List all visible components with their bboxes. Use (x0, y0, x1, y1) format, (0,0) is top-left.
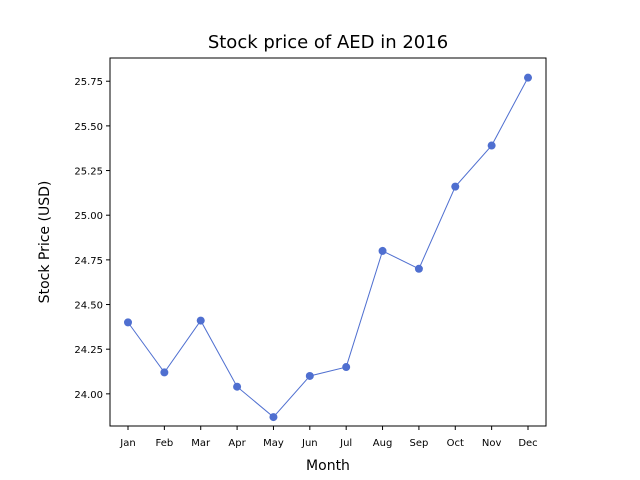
data-point-aug (378, 246, 387, 255)
x-tick-label: Dec (518, 438, 537, 449)
y-axis: 24.00 24.25 24.50 24.75 25.00 25.25 25.50 25.75 (74, 77, 110, 401)
data-point-jun (305, 371, 314, 380)
y-tick-label: 25.00 (74, 211, 103, 222)
chart-title: Stock price of AED in 2016 (208, 32, 448, 53)
y-tick-label: 24.50 (74, 301, 103, 312)
data-point-jan (124, 318, 132, 327)
plot-area-frame (109, 57, 547, 427)
x-tick-label: Nov (482, 438, 502, 449)
data-point-sep (414, 264, 423, 273)
data-point-dec (524, 73, 532, 82)
y-axis-label: Stock Price (USD) (37, 181, 53, 304)
y-tick-label: 25.25 (74, 167, 103, 178)
x-tick-label: Aug (373, 438, 393, 449)
x-axis-label: Month (306, 458, 350, 474)
data-point-nov (487, 141, 496, 150)
x-tick-label: May (263, 438, 284, 449)
series-line (127, 77, 529, 418)
x-tick-label: Apr (228, 438, 246, 449)
y-tick-label: 25.75 (74, 77, 103, 88)
data-point-apr (233, 382, 242, 391)
y-tick-label: 24.75 (74, 256, 103, 267)
y-tick-label: 25.50 (74, 122, 103, 133)
data-point-oct (451, 182, 460, 191)
data-point-feb (160, 368, 169, 377)
data-point-mar (196, 316, 205, 325)
data-point-jul (342, 363, 351, 372)
x-tick-label: Jun (301, 438, 318, 449)
series-layer (124, 73, 532, 422)
x-tick-label: Sep (409, 438, 428, 449)
x-tick-label: Oct (447, 438, 464, 449)
x-axis: Jan Feb Mar Apr May Jun Jul Aug Sep Oct Nov Dec (119, 426, 538, 449)
x-tick-label: Jul (339, 438, 352, 449)
x-tick-label: Feb (156, 438, 174, 449)
x-tick-label: Jan (119, 438, 135, 449)
y-tick-label: 24.00 (74, 390, 103, 401)
data-point-may (269, 413, 278, 422)
y-tick-label: 24.25 (74, 345, 103, 356)
x-tick-label: Mar (191, 438, 211, 449)
